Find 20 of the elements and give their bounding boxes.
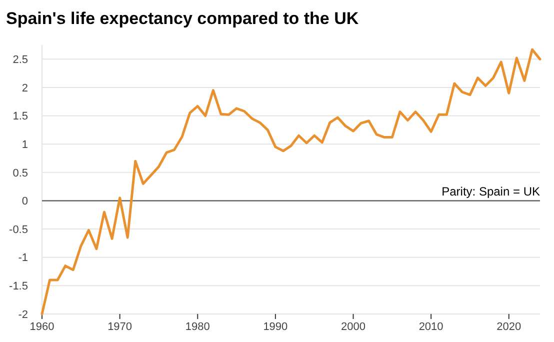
y-tick-label: 2.5 [12,54,28,66]
line-series [40,48,542,316]
x-tick-label: 1990 [263,321,288,333]
x-tick-label: 2020 [496,321,522,333]
y-tick-label: -1 [18,252,28,264]
chart-title: Spain's life expectancy compared to the UK [6,9,360,28]
ref-line-label: Parity: Spain = UK [442,184,540,199]
x-tick-label: 1960 [30,321,54,333]
x-tick-label: 1980 [185,321,210,333]
y-tick-label: -2 [18,308,28,321]
x-tick-label: 2010 [418,321,444,333]
x-tick-label: 2000 [341,321,366,333]
y-tick-label: 1.5 [12,110,28,123]
y-tick-label: -0.5 [9,224,28,236]
y-tick-label: 0 [22,196,28,208]
y-tick-label: 0.5 [12,167,28,180]
y-tick-label: 1 [22,138,28,151]
x-tick-label: 1970 [108,321,132,333]
y-tick-label: -1.5 [9,280,28,293]
y-tick-label: 2 [22,82,28,94]
